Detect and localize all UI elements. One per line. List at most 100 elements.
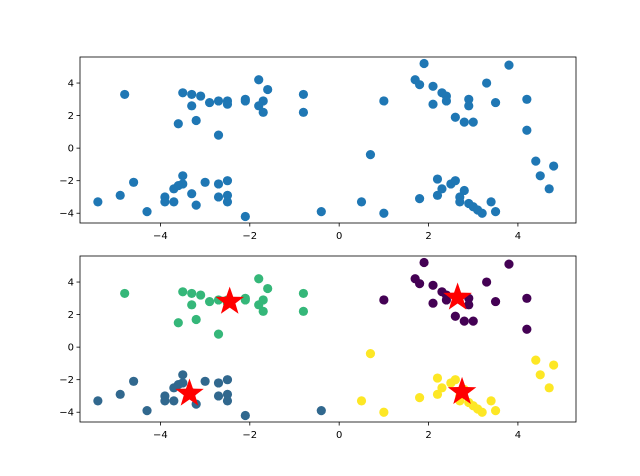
data-point <box>432 190 443 200</box>
data-point <box>415 80 425 90</box>
data-point <box>415 279 425 289</box>
data-point <box>459 117 469 127</box>
plot-area <box>93 257 559 421</box>
y-tick-label: 4 <box>68 79 74 90</box>
data-point <box>258 306 268 316</box>
data-point <box>428 81 438 91</box>
centroid-star-marker <box>447 376 477 405</box>
data-point <box>204 97 215 108</box>
data-point <box>187 189 197 199</box>
data-point <box>468 316 478 326</box>
y-tick-label: 0 <box>68 144 74 155</box>
data-point <box>240 295 250 305</box>
y-tick-label: 2 <box>68 111 74 122</box>
data-point <box>173 379 183 390</box>
data-point <box>504 259 514 269</box>
data-point <box>263 283 273 294</box>
x-tick-label: −2 <box>242 430 257 441</box>
data-point <box>187 101 197 111</box>
x-tick-label: 0 <box>336 430 342 441</box>
data-point <box>549 161 559 171</box>
data-point <box>222 197 233 207</box>
data-point <box>522 324 532 334</box>
data-point <box>204 296 215 307</box>
data-point <box>254 274 264 284</box>
data-point <box>316 207 326 217</box>
data-point <box>432 373 443 383</box>
data-point <box>187 300 197 310</box>
y-tick-label: −2 <box>59 176 74 187</box>
data-point <box>115 190 125 200</box>
data-point <box>490 97 501 108</box>
data-point <box>437 184 447 194</box>
data-point <box>356 197 367 207</box>
x-tick-label: 4 <box>515 430 521 441</box>
data-point <box>468 117 478 127</box>
data-point <box>129 376 139 386</box>
data-point <box>455 197 465 207</box>
data-point <box>486 396 496 406</box>
data-point <box>450 176 460 186</box>
data-point <box>522 94 532 104</box>
data-point <box>213 130 224 140</box>
data-point <box>222 389 233 399</box>
x-tick-label: −4 <box>153 231 168 242</box>
data-point <box>93 396 103 406</box>
data-point <box>178 287 188 297</box>
data-point <box>222 375 233 385</box>
data-point <box>254 300 264 310</box>
data-point <box>298 288 309 299</box>
data-point <box>419 58 429 69</box>
data-point <box>115 389 125 399</box>
data-point <box>482 277 492 287</box>
axes-frame <box>79 255 577 423</box>
x-tick-label: −2 <box>242 231 257 242</box>
data-point <box>178 370 188 380</box>
x-tick-label: 2 <box>425 430 431 441</box>
data-point <box>450 375 460 385</box>
data-point <box>298 107 309 117</box>
data-point <box>169 197 179 207</box>
data-point <box>191 115 201 126</box>
y-tick-label: 2 <box>68 310 74 321</box>
data-point <box>173 119 183 129</box>
data-point <box>415 193 425 204</box>
data-point <box>428 280 438 290</box>
data-point <box>432 389 443 399</box>
data-point <box>459 316 469 326</box>
data-point <box>160 197 170 207</box>
centroid-star-marker <box>215 286 244 314</box>
data-point <box>441 96 452 106</box>
data-point <box>213 378 224 388</box>
data-point <box>459 185 469 196</box>
data-point <box>535 171 545 181</box>
data-point <box>213 96 224 106</box>
data-point <box>187 89 197 100</box>
data-point <box>222 190 233 200</box>
data-point <box>178 171 188 181</box>
data-point <box>213 391 224 401</box>
data-point <box>120 288 130 299</box>
x-tick-label: 0 <box>336 231 342 242</box>
x-tick-label: 2 <box>425 231 431 242</box>
data-point <box>187 288 197 299</box>
data-point <box>482 78 492 88</box>
data-point <box>450 311 460 321</box>
data-point <box>432 174 443 184</box>
data-point <box>254 75 264 85</box>
bottom-clustered-scatter-chart: −4 −2 0 2 4 −4 −2 0 2 4 <box>59 255 577 441</box>
data-point <box>522 293 532 303</box>
plot-area <box>93 58 559 222</box>
data-point <box>356 396 367 406</box>
data-point <box>477 208 487 218</box>
data-point <box>196 290 206 300</box>
data-point <box>169 396 179 406</box>
data-point <box>173 180 183 191</box>
data-point <box>316 406 326 416</box>
data-point <box>490 207 501 217</box>
data-point <box>544 184 554 194</box>
data-point <box>222 176 233 186</box>
data-point <box>240 211 250 222</box>
